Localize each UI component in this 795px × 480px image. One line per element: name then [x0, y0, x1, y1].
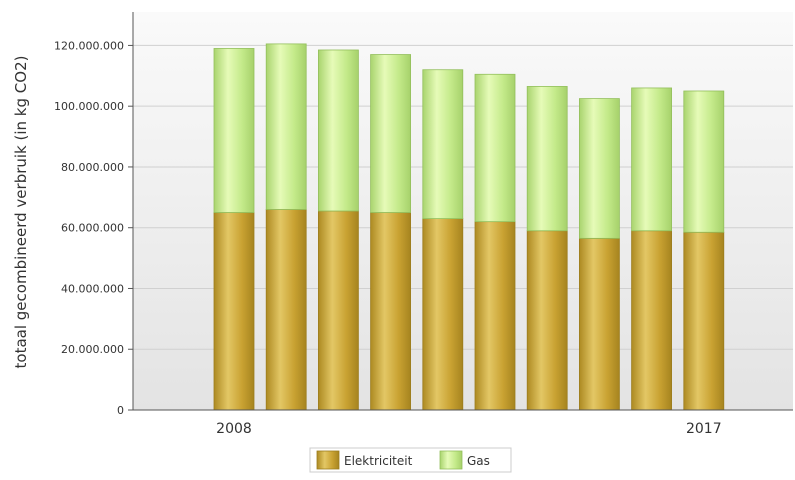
bar-gas[interactable] — [213, 48, 255, 213]
legend: Elektriciteit Gas — [309, 447, 512, 473]
y-tick-label: 120.000.000 — [54, 39, 124, 52]
y-ticks: 0 20.000.000 40.000.000 60.000.000 80.000.00… — [54, 39, 133, 417]
bar-gas[interactable] — [526, 86, 568, 232]
bar-elektriciteit[interactable] — [579, 237, 620, 411]
bars — [213, 43, 725, 411]
bar-gas[interactable] — [683, 90, 725, 233]
bar-elektriciteit[interactable] — [526, 230, 568, 411]
bar-gas[interactable] — [579, 98, 620, 239]
y-tick-label: 0 — [117, 404, 124, 417]
legend-label[interactable]: Elektriciteit — [344, 454, 413, 468]
bar-gas[interactable] — [370, 54, 412, 213]
legend-swatch-gas[interactable] — [439, 450, 463, 470]
y-axis-label: totaal gecombineerd verbruik (in kg CO2) — [12, 56, 30, 369]
bar-elektriciteit[interactable] — [631, 230, 672, 411]
bar-gas[interactable] — [317, 49, 359, 212]
bar-elektriciteit[interactable] — [683, 231, 725, 411]
bar-elektriciteit[interactable] — [474, 221, 516, 411]
y-tick-label: 80.000.000 — [61, 161, 124, 174]
bar-elektriciteit[interactable] — [370, 212, 412, 411]
legend-swatch-elektriciteit[interactable] — [316, 450, 340, 470]
bar-gas[interactable] — [631, 87, 672, 232]
bar-gas[interactable] — [265, 43, 307, 210]
bar-elektriciteit[interactable] — [422, 218, 464, 411]
x-tick-label: 2017 — [686, 421, 722, 437]
legend-label[interactable]: Gas — [467, 454, 490, 468]
x-ticks: 2008 2017 — [216, 421, 721, 437]
y-tick-label: 100.000.000 — [54, 100, 124, 113]
bar-gas[interactable] — [422, 69, 464, 219]
bar-elektriciteit[interactable] — [265, 209, 307, 411]
bar-elektriciteit[interactable] — [213, 212, 255, 411]
x-tick-label: 2008 — [216, 421, 252, 437]
y-tick-label: 60.000.000 — [61, 222, 124, 235]
bar-elektriciteit[interactable] — [317, 210, 359, 411]
legend-box — [309, 447, 512, 473]
bar-gas[interactable] — [474, 73, 516, 223]
y-tick-label: 20.000.000 — [61, 343, 124, 356]
y-tick-label: 40.000.000 — [61, 282, 124, 295]
